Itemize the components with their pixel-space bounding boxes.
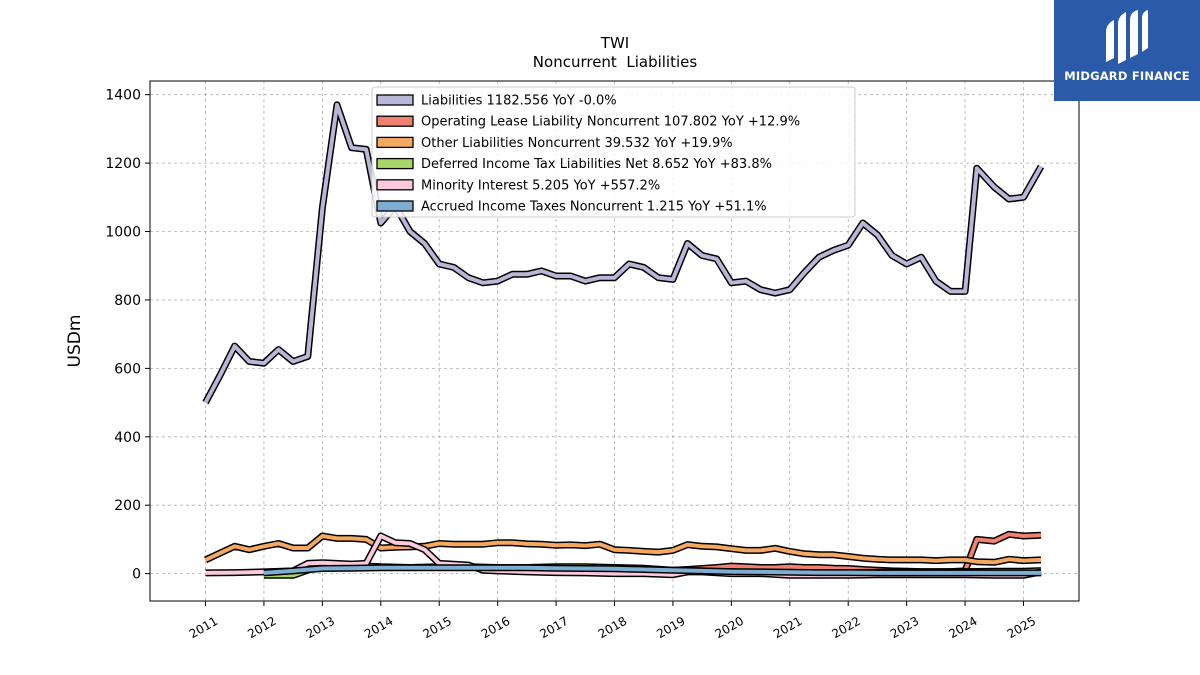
legend-label: Liabilities 1182.556 YoY -0.0% (421, 94, 617, 109)
x-tick-label: 2016 (479, 614, 512, 641)
x-tick-label: 2023 (888, 614, 921, 641)
legend-label: Minority Interest 5.205 YoY +557.2% (421, 178, 660, 193)
series-lines (202, 101, 1045, 579)
y-tick-label: 1200 (105, 156, 141, 172)
x-tick-label: 2018 (596, 614, 629, 641)
legend-swatch (376, 94, 414, 106)
legend-swatch (376, 136, 414, 149)
x-tick-label: 2013 (304, 614, 337, 641)
legend-swatch (376, 200, 414, 212)
x-tick-label: 2025 (1005, 614, 1038, 641)
series-line-5 (263, 565, 1041, 575)
y-tick-label: 1000 (105, 225, 141, 241)
y-tick-label: 800 (114, 293, 141, 309)
x-tick-label: 2021 (771, 614, 804, 641)
y-tick-label: 400 (114, 430, 141, 446)
x-tick-label: 2024 (946, 614, 979, 641)
legend: Liabilities 1182.556 YoY -0.0% Operating … (371, 86, 856, 218)
x-tick-label: 2012 (245, 614, 278, 641)
x-tick-label: 2011 (187, 614, 220, 641)
series-line-2 (204, 534, 1042, 565)
x-axis-ticks: 2011 2012 2013 2014 2015 2016 2017 2018 2019 2020… (187, 601, 1038, 641)
legend-label: Deferred Income Tax Liabilities Net 8.65… (421, 157, 772, 172)
y-tick-label: 0 (132, 567, 141, 583)
y-axis-label: USDm (65, 315, 85, 368)
legend-box (371, 86, 856, 218)
chart-title: TWI (600, 34, 629, 52)
x-tick-label: 2020 (713, 614, 746, 641)
legend-swatch (376, 179, 414, 191)
midgard-logo-icon (1106, 10, 1148, 64)
x-tick-label: 2014 (362, 614, 395, 641)
legend-label: Operating Lease Liability Noncurrent 107… (421, 115, 800, 130)
y-tick-label: 1400 (105, 88, 141, 104)
series-line-1 (672, 532, 1042, 574)
series-line-0 (203, 102, 1043, 404)
x-tick-label: 2017 (537, 614, 570, 641)
plot-frame (149, 80, 1080, 602)
y-tick-label: 600 (114, 361, 141, 377)
legend-swatch (376, 157, 414, 170)
midgard-finance-logo: MIDGARD FINANCE (1054, 0, 1200, 101)
y-tick-label: 200 (114, 498, 141, 514)
chart-subtitle: Noncurrent Liabilities (533, 53, 698, 71)
legend-swatch (376, 115, 414, 127)
legend-label: Other Liabilities Noncurrent 39.532 YoY … (421, 136, 733, 151)
x-tick-label: 2019 (654, 614, 687, 641)
x-tick-label: 2015 (420, 614, 453, 641)
legend-label: Accrued Income Taxes Noncurrent 1.215 Yo… (421, 200, 767, 215)
y-axis-ticks: 0 200 400 600 800 1000 1200 1400 (105, 88, 150, 583)
logo-text: MIDGARD FINANCE (1064, 69, 1190, 83)
x-tick-label: 2022 (829, 614, 862, 641)
